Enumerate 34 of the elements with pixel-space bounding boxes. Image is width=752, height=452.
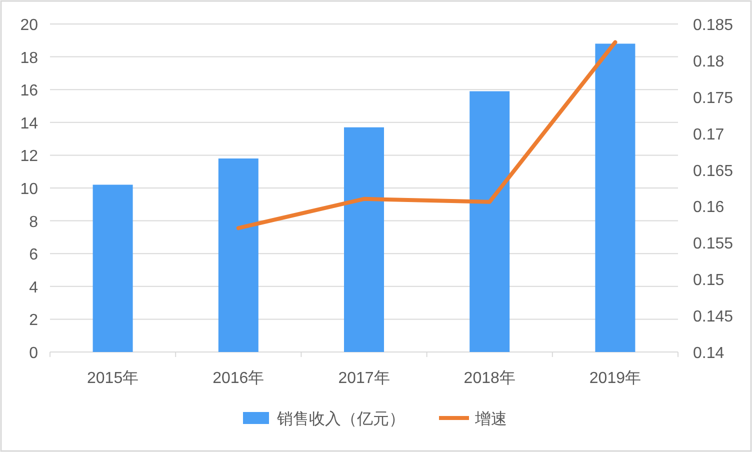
x-tick-label: 2017年 — [338, 370, 390, 387]
legend-label: 销售收入（亿元） — [276, 410, 405, 428]
bar — [470, 91, 510, 352]
bar — [344, 127, 384, 352]
y-tick-label: 0 — [29, 345, 38, 362]
y-tick-label: 8 — [29, 214, 38, 231]
y-tick-label: 10 — [20, 181, 38, 198]
y2-tick-label: 0.18 — [693, 53, 724, 70]
y2-tick-label: 0.155 — [693, 236, 734, 253]
x-tick-label: 2016年 — [212, 370, 264, 387]
y-tick-label: 16 — [20, 82, 38, 100]
y2-tick-label: 0.15 — [693, 272, 724, 290]
x-tick-label: 2019年 — [589, 370, 641, 387]
y2-tick-label: 0.17 — [693, 126, 724, 144]
bar — [595, 44, 636, 352]
y2-tick-label: 0.14 — [693, 345, 724, 362]
line-series — [236, 40, 618, 230]
y2-tick-label: 0.175 — [693, 90, 734, 107]
y2-tick-label: 0.165 — [693, 162, 734, 180]
y-tick-label: 2 — [29, 312, 38, 330]
y-tick-label: 18 — [20, 50, 38, 67]
x-tick-label: 2015年 — [87, 370, 139, 387]
y-tick-label: 20 — [20, 17, 38, 34]
y-tick-label: 6 — [29, 246, 38, 264]
y2-tick-label: 0.145 — [693, 308, 734, 326]
y2-tick-label: 0.185 — [693, 17, 734, 34]
y-tick-label: 14 — [20, 115, 38, 132]
x-tick-label: 2018年 — [464, 370, 516, 387]
y2-tick-label: 0.16 — [693, 199, 724, 216]
y-tick-label: 12 — [20, 148, 38, 166]
bar — [218, 158, 258, 352]
y-tick-label: 4 — [29, 279, 38, 296]
bar — [92, 184, 133, 352]
legend-label: 增速 — [474, 410, 507, 428]
